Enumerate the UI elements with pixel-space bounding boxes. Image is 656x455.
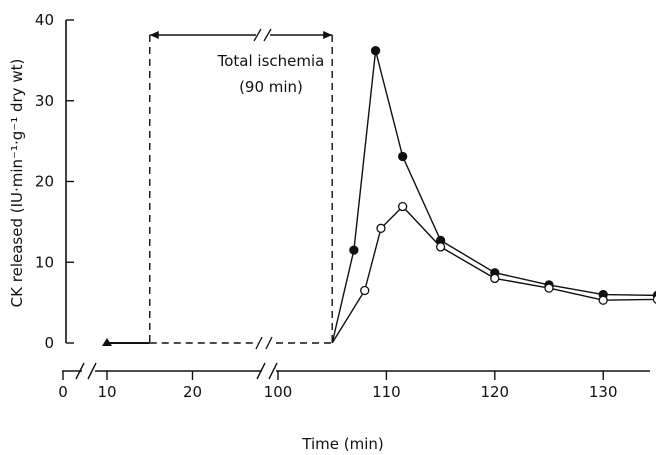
y-ticks: 0 10 20 30 40 (35, 11, 74, 352)
plot-area (102, 46, 656, 350)
ischemia-bracket-break (263, 28, 272, 42)
x-tick-label: 120 (480, 383, 509, 401)
x-tick-label: 10 (97, 383, 116, 401)
x-ticks: 0 10 20 100 110 120 130 (58, 371, 618, 401)
x-axis-break-mark (75, 362, 85, 380)
x-tick-label: 100 (264, 383, 293, 401)
open-circle-point (360, 285, 370, 296)
open-circle-point (490, 273, 500, 284)
x-axis-break-mark (256, 362, 266, 380)
y-tick-label: 30 (35, 92, 54, 110)
x-tick-label: 0 (58, 383, 68, 401)
x-tick-label: 130 (589, 383, 618, 401)
open-circle-point (398, 201, 408, 212)
open-circle-point (435, 242, 446, 252)
open-circle-point (376, 223, 386, 233)
y-tick-label: 40 (35, 11, 54, 29)
filled-circle-point (370, 46, 381, 56)
x-axis-line (62, 362, 650, 380)
y-tick-label: 10 (35, 253, 54, 271)
baseline-break-mark (255, 336, 263, 350)
x-axis-break-mark (268, 362, 278, 380)
ischemia-label-line2: (90 min) (239, 78, 303, 96)
open-circle-point (544, 283, 554, 293)
y-tick-label: 0 (44, 334, 54, 352)
y-axis: 0 10 20 30 40 CK released (IU·min⁻¹·g⁻¹ dry … (8, 11, 74, 352)
filled-circle-point (398, 151, 408, 162)
ischemia-annotation: Total ischemia (90 min) (149, 28, 333, 343)
ischemia-arrowhead-right (323, 31, 333, 39)
filled-circle-point (349, 245, 359, 255)
open-circle-point (598, 295, 608, 305)
x-tick-label: 20 (183, 383, 202, 401)
baseline-triangle-marker (102, 338, 112, 346)
y-axis-title: CK released (IU·min⁻¹·g⁻¹ dry wt) (8, 59, 26, 308)
ischemia-label-line1: Total ischemia (217, 52, 325, 70)
open-circle-point (652, 294, 656, 304)
y-tick-label: 20 (35, 173, 54, 191)
baseline-break-mark (265, 336, 273, 350)
ischemia-arrowhead-left (149, 31, 159, 39)
x-tick-label: 110 (372, 383, 401, 401)
x-axis: 0 10 20 100 110 120 130 Time (min) (58, 362, 650, 453)
x-axis-break-mark (87, 362, 97, 380)
x-axis-title: Time (min) (301, 435, 383, 453)
ischemia-bracket-break (253, 28, 262, 42)
